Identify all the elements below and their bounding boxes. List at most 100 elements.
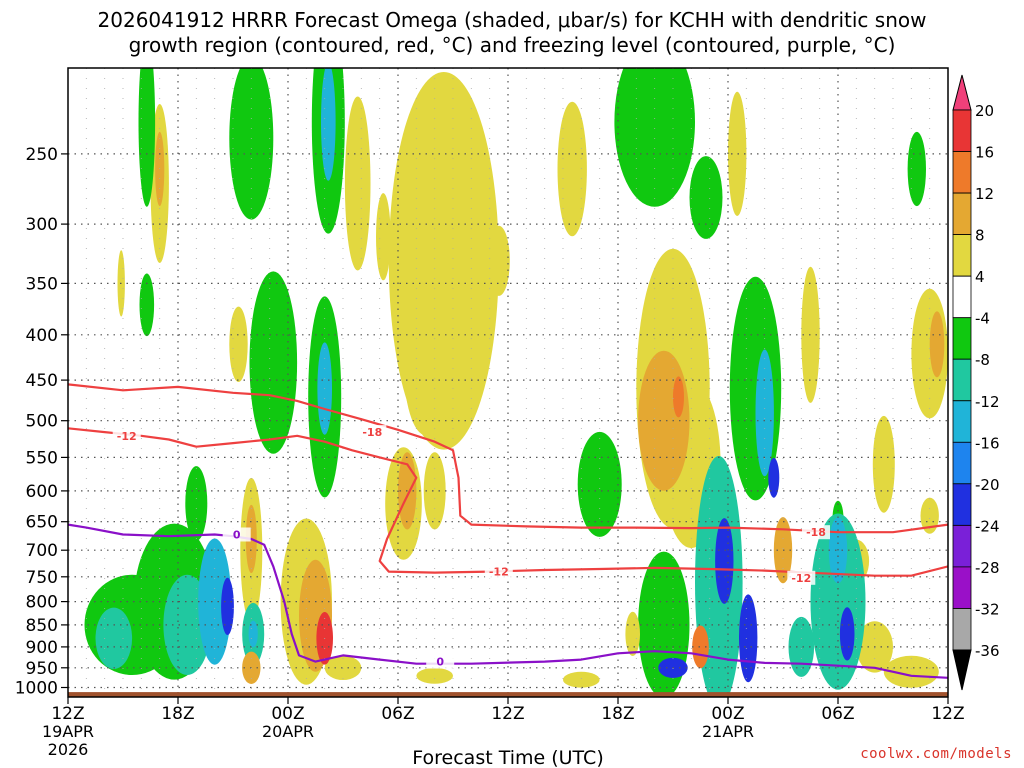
colorbar-bottom-triangle [952, 649, 972, 691]
x-tick-label-30: 18Z [601, 704, 634, 724]
y-tick-label-750: 750 [26, 568, 58, 588]
omega-cell-20 [614, 68, 695, 207]
omega-cell-64 [692, 625, 709, 669]
omega-cell-5 [416, 667, 454, 684]
contour-line-1 [68, 427, 948, 577]
omega-cell-63 [248, 620, 258, 648]
omega-cell-19 [557, 101, 587, 237]
contour-label-0: -18 [362, 426, 382, 439]
x-axis-label: Forecast Time (UTC) [412, 747, 603, 768]
colorbar-label-6: -8 [975, 351, 990, 369]
omega-cell-41 [883, 655, 939, 688]
colorbar-band-10 [952, 525, 972, 568]
omega-cell-29 [872, 415, 895, 513]
y-tick-label-600: 600 [26, 482, 58, 502]
colorbar-band-4 [952, 275, 972, 319]
colorbar-label-11: -28 [975, 559, 1000, 577]
x-tick-sublabel-36-0: 21APR [702, 722, 754, 741]
colorbar-label-12: -32 [975, 601, 1000, 619]
colorbar-label-4: 4 [975, 268, 985, 286]
extra-contour-label-bg-1 [484, 564, 513, 579]
colorbar-label-3: 8 [975, 227, 985, 245]
omega-cell-72 [839, 607, 855, 661]
omega-cell-70 [715, 518, 734, 604]
y-tick-label-400: 400 [26, 326, 58, 346]
colorbar-label-9: -20 [975, 476, 1000, 494]
gridlines [68, 68, 948, 697]
y-tick-label-850: 850 [26, 616, 58, 636]
colorbar-band-9 [952, 483, 972, 526]
contour-label-1: -12 [117, 430, 137, 443]
x-tick-label-42: 06Z [821, 704, 854, 724]
y-tick-label-500: 500 [26, 412, 58, 432]
colorbar-label-13: -36 [975, 642, 1000, 660]
omega-cell-67 [768, 457, 780, 498]
omega-cell-18 [577, 431, 622, 537]
colorbar-band-7 [952, 400, 972, 443]
colorbar-label-5: -4 [975, 310, 990, 328]
omega-cell-3 [920, 497, 939, 534]
extra-contour-label-2: -12 [791, 572, 811, 585]
contour-label-bg-1 [112, 428, 141, 443]
omega-cell-17 [487, 225, 510, 296]
omega-cell-26 [801, 266, 820, 403]
y-tick-label-300: 300 [26, 215, 58, 235]
colorbar-label-8: -16 [975, 434, 1000, 452]
omega-cell-0 [139, 273, 155, 337]
omega-cell-12 [229, 306, 248, 382]
y-axis: 2503003504004505005506006507007508008509… [15, 145, 68, 699]
omega-cell-68 [221, 577, 234, 636]
omega-cell-13 [249, 271, 298, 454]
y-tick-label-450: 450 [26, 371, 58, 391]
omega-cell-10 [344, 96, 371, 271]
y-tick-label-900: 900 [26, 638, 58, 658]
omega-cell-1 [229, 68, 274, 220]
x-tick-label-36: 00Z [711, 704, 744, 724]
omega-cell-55 [95, 607, 133, 669]
x-tick-sublabel-0-1: 2026 [48, 740, 89, 759]
omega-cell-50 [638, 350, 690, 491]
y-tick-label-950: 950 [26, 659, 58, 679]
omega-cell-58 [321, 68, 336, 181]
colorbar-band-3 [952, 234, 972, 277]
colorbar-label-7: -12 [975, 393, 1000, 411]
omega-cell-60 [673, 376, 684, 418]
omega-cell-61 [755, 349, 774, 477]
omega-cell-4 [423, 452, 446, 530]
omega-cell-16 [403, 290, 448, 436]
y-tick-label-700: 700 [26, 541, 58, 561]
colorbar-band-2 [952, 192, 972, 236]
x-tick-label-24: 12Z [491, 704, 524, 724]
omega-cell-38 [638, 551, 690, 697]
colorbar-top-triangle [952, 74, 972, 111]
contour-label-bg-2 [222, 527, 251, 542]
colorbar-label-10: -24 [975, 517, 1000, 535]
omega-cell-36 [324, 655, 362, 680]
credit-text: coolwx.com/models [860, 746, 1012, 762]
colorbar-band-12 [952, 608, 972, 651]
y-tick-label-350: 350 [26, 274, 58, 294]
omega-cell-7 [138, 68, 156, 207]
x-tick-sublabel-12-0: 20APR [262, 722, 314, 741]
contour-line-0 [68, 383, 948, 534]
contour-label-2: 0 [233, 529, 241, 542]
omega-cell-21 [689, 156, 723, 239]
omega-cell-24 [728, 91, 747, 216]
contour-label-bg-0 [358, 425, 387, 440]
colorbar-band-5 [952, 317, 972, 360]
omega-cell-42 [563, 671, 600, 688]
omega-cell-62 [198, 538, 232, 665]
colorbar-label-1: 16 [975, 144, 994, 162]
colorbar-band-0 [952, 109, 972, 152]
extra-contour-label-bg-0 [802, 525, 830, 540]
chart-title-line2: growth region (contoured, red, °C) and f… [128, 33, 896, 57]
chart-title-line1: 2026041912 HRRR Forecast Omega (shaded, … [97, 8, 927, 32]
colorbar-band-1 [952, 151, 972, 194]
extra-contour-label-3: 0 [436, 656, 444, 669]
extra-contour-label-0: -18 [806, 526, 826, 539]
terrain-ground [68, 692, 948, 697]
x-tick-label-6: 18Z [161, 704, 194, 724]
omega-cell-27 [907, 131, 926, 207]
omega-cell-33 [185, 466, 208, 541]
